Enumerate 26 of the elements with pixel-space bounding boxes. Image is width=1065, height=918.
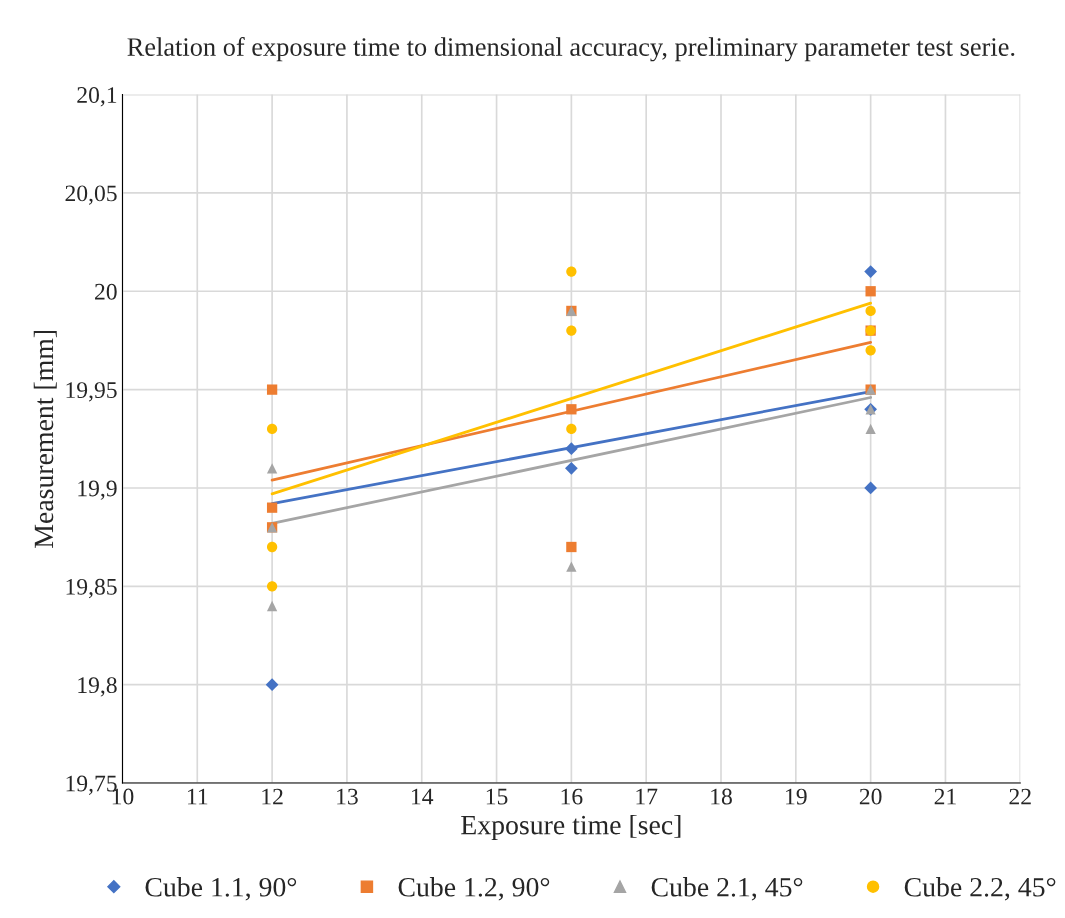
x-tick-label: 18 [711,788,732,805]
x-tick-label: 12 [262,788,283,805]
y-tick-label: 20,1 [77,87,117,107]
y-tick-label: 19,8 [78,677,117,697]
x-tick-label: 14 [412,788,434,805]
y-tick-label: 20,05 [65,185,117,205]
x-tick-label: 15 [486,788,508,805]
legend-label: Cube 2.1, 45° [651,877,803,901]
x-axis-title: Exposure time [sec] [461,814,681,841]
legend-label: Cube 1.1, 90° [145,877,297,901]
y-tick-label: 19,9 [78,480,117,500]
x-tick-label: 16 [561,788,583,805]
y-tick-label: 20 [95,283,117,300]
chart-title: Relation of exposure time to dimensional accuracy, preliminary parameter test serie. [127,37,1015,62]
legend-label: Cube 1.2, 90° [398,877,550,901]
y-tick-label: 19,95 [66,382,117,402]
y-axis-title: Measurement [mm] [33,330,57,548]
y-tick-label: 19,85 [66,578,117,599]
legend-label: Cube 2.2, 45° [904,877,1056,901]
x-tick-label: 21 [934,788,956,805]
x-tick-label: 17 [636,788,658,805]
x-tick-label: 13 [337,788,358,805]
x-tick-label: 22 [1009,788,1031,805]
x-tick-label: 19 [786,788,807,805]
x-tick-label: 20 [859,788,882,805]
x-tick-label: 11 [188,788,208,805]
